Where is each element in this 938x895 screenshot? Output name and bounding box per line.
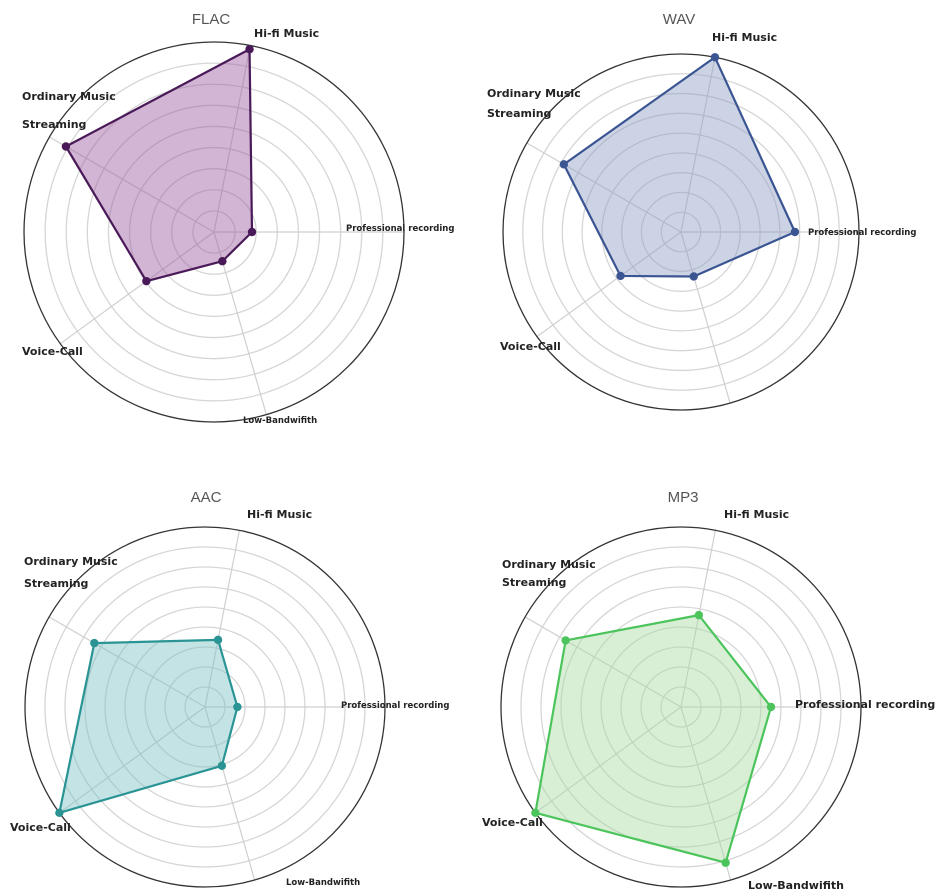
data-point — [790, 227, 800, 237]
data-point — [689, 272, 698, 281]
axis-label: Voice-Call — [22, 345, 83, 358]
axis-label: Hi-fi Music — [724, 508, 789, 521]
series-area-flac — [64, 48, 254, 283]
chart-title: WAV — [663, 11, 696, 28]
data-point — [61, 142, 71, 151]
data-point — [217, 761, 227, 771]
axis-label: Professional recording — [795, 698, 935, 711]
radar-chart-wav: WAV Professional recording Hi-fi Music Ordi… — [487, 11, 916, 411]
data-point — [213, 635, 223, 645]
outer-ring — [500, 526, 862, 888]
data-point — [531, 808, 540, 818]
radar-chart-aac: AAC Professional recording Hi-fi Music Ordi… — [10, 489, 449, 888]
series-area-mp3 — [534, 614, 773, 864]
outer-ring — [24, 526, 386, 888]
radar-chart-flac: FLAC Professional recording Hi-fi Music Ord… — [22, 11, 454, 426]
outer-ring — [23, 41, 405, 423]
chart-title: MP3 — [668, 489, 699, 506]
series-area-aac — [58, 638, 239, 814]
axis-label: Hi-fi Music — [247, 508, 312, 521]
axis-spoke — [536, 231, 682, 338]
data-point — [616, 271, 625, 281]
axis-label: Ordinary Music Streaming — [487, 87, 581, 120]
chart-title: FLAC — [192, 11, 231, 28]
axis-label: Low-Bandwifith — [243, 416, 317, 426]
axis-label: Voice-Call — [10, 821, 71, 834]
axis-label: Low-Bandwifith — [748, 879, 844, 892]
axis-spoke — [535, 706, 682, 814]
axis-label: Voice-Call — [500, 340, 561, 353]
data-point — [766, 702, 776, 712]
axis-label: Hi-fi Music — [254, 27, 319, 40]
data-point — [559, 160, 569, 169]
axis-label: Voice-Call — [482, 816, 543, 829]
axis-spoke — [526, 142, 682, 233]
chart-title: AAC — [191, 489, 222, 506]
data-point — [55, 808, 64, 818]
axis-spoke — [524, 616, 682, 708]
data-point — [561, 636, 570, 645]
axis-spoke — [204, 706, 256, 881]
data-point — [721, 858, 730, 867]
data-point — [245, 45, 254, 54]
data-point — [710, 53, 720, 62]
axis-label: Ordinary Music Streaming — [24, 555, 118, 590]
series-area-wav — [562, 56, 797, 278]
axis-label: Hi-fi Music — [712, 31, 777, 44]
axis-spoke — [213, 45, 251, 233]
data-point — [218, 257, 227, 266]
data-point — [694, 610, 704, 620]
outer-ring — [502, 53, 860, 411]
axis-label: Low-Bandwifith — [286, 878, 360, 888]
data-point — [90, 638, 99, 648]
axis-label: Ordinary Music Streaming — [502, 558, 596, 589]
data-point — [247, 227, 257, 237]
data-point — [142, 276, 151, 286]
axis-spoke — [48, 616, 206, 708]
axis-spoke — [680, 57, 716, 233]
axis-label: Ordinary Music Streaming — [22, 90, 116, 131]
axis-label: Professional recording — [341, 701, 449, 711]
axis-label: Professional recording — [346, 224, 454, 234]
radar-chart-mp3: MP3 Professional recording Hi-fi Music Ordi… — [482, 489, 935, 892]
axis-label: Professional recording — [808, 228, 916, 238]
axis-spoke — [680, 706, 732, 881]
axis-spoke — [680, 231, 731, 404]
data-point — [233, 702, 242, 712]
axis-spoke — [49, 136, 215, 233]
axis-spoke — [59, 231, 215, 345]
axis-spoke — [204, 530, 240, 708]
axis-spoke — [59, 706, 206, 814]
